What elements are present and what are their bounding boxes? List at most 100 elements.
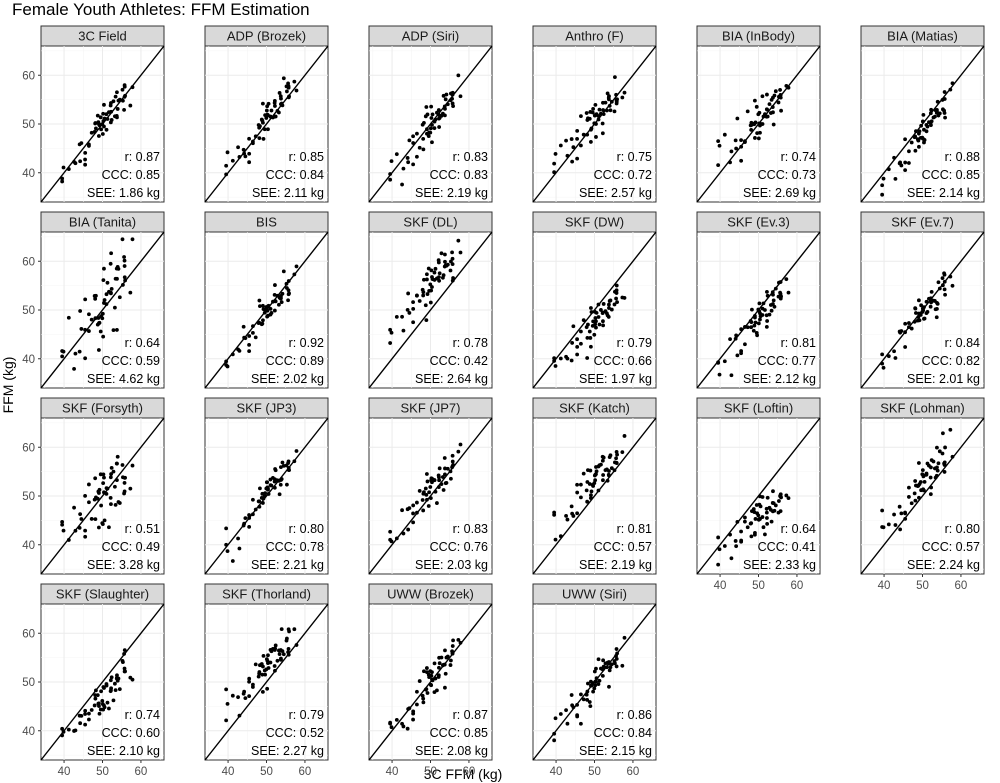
- data-point: [893, 356, 898, 360]
- data-point: [115, 454, 120, 459]
- data-point: [425, 497, 429, 502]
- data-point: [739, 349, 744, 353]
- data-point: [914, 129, 918, 134]
- data-point: [761, 301, 766, 306]
- stat-r: r: 0.83: [453, 150, 488, 164]
- facet-strip-label: 3C Field: [78, 29, 126, 44]
- data-point: [924, 311, 929, 316]
- data-point: [101, 481, 106, 485]
- data-point: [262, 668, 267, 673]
- data-point: [899, 511, 904, 516]
- data-point: [771, 302, 775, 306]
- data-point: [242, 689, 247, 694]
- data-point: [87, 329, 91, 333]
- data-point: [552, 356, 557, 360]
- data-point: [437, 116, 441, 121]
- data-point: [426, 266, 431, 271]
- data-point: [79, 327, 84, 331]
- data-point: [942, 90, 947, 94]
- data-point: [389, 159, 394, 164]
- facet-panel: SKF (Lohman) r: 0.80 CCC: 0.57 SEE: 2.24 kg…: [860, 397, 985, 592]
- stat-r: r: 0.84: [945, 336, 980, 350]
- data-point: [620, 450, 625, 455]
- data-point: [450, 256, 455, 261]
- data-point: [758, 504, 763, 509]
- data-point: [765, 289, 769, 294]
- data-point: [443, 648, 447, 653]
- stat-r: r: 0.87: [125, 150, 160, 164]
- data-point: [111, 469, 116, 474]
- data-point: [83, 297, 88, 302]
- data-point: [115, 90, 119, 95]
- data-point: [620, 663, 625, 668]
- stat-see: SEE: 2.64 kg: [415, 372, 488, 386]
- x-tick-label: 40: [550, 766, 563, 778]
- data-point: [575, 156, 580, 161]
- data-point: [942, 279, 947, 284]
- data-point: [96, 316, 101, 320]
- facet-strip-label: ADP (Brozek): [227, 29, 306, 44]
- data-point: [929, 289, 934, 294]
- data-point: [614, 92, 618, 97]
- data-point: [122, 669, 127, 674]
- data-point: [449, 658, 453, 663]
- data-point: [575, 136, 579, 141]
- stat-r: r: 0.74: [125, 708, 160, 722]
- data-point: [450, 262, 455, 267]
- stat-ccc: CCC: 0.82: [922, 354, 980, 368]
- data-point: [778, 95, 783, 100]
- data-point: [268, 477, 273, 482]
- data-point: [247, 342, 251, 347]
- data-point: [600, 454, 605, 459]
- data-point: [105, 700, 110, 705]
- facet-panel: SKF (Thorland) r: 0.79 CCC: 0.52 SEE: 2.27 …: [204, 583, 329, 778]
- data-point: [257, 671, 262, 676]
- data-point: [450, 465, 454, 470]
- data-point: [272, 308, 277, 313]
- y-tick-label: 50: [22, 491, 35, 503]
- data-point: [773, 89, 778, 94]
- stat-see: SEE: 2.19 kg: [579, 558, 652, 572]
- data-point: [113, 94, 118, 99]
- data-point: [60, 179, 65, 184]
- data-point: [590, 323, 595, 328]
- data-point: [450, 453, 455, 458]
- data-point: [936, 461, 941, 466]
- data-point: [753, 530, 757, 535]
- data-point: [880, 352, 885, 357]
- data-point: [111, 328, 116, 333]
- data-point: [100, 316, 105, 321]
- data-point: [440, 475, 445, 479]
- data-point: [264, 108, 269, 113]
- data-point: [903, 330, 907, 335]
- data-point: [411, 134, 415, 139]
- data-point: [426, 504, 431, 508]
- data-point: [87, 717, 91, 722]
- data-point: [263, 672, 268, 677]
- data-point: [622, 90, 627, 95]
- identity-line: [204, 603, 329, 761]
- data-point: [285, 89, 289, 94]
- stat-see: SEE: 2.11 kg: [252, 186, 324, 200]
- data-point: [280, 291, 285, 296]
- data-point: [415, 131, 419, 136]
- data-point: [97, 491, 101, 495]
- facet-panel: 3C Field r: 0.87 CCC: 0.85 SEE: 1.86 kg 40 50…: [22, 25, 165, 203]
- data-point: [422, 277, 426, 282]
- data-point: [104, 127, 109, 132]
- data-point: [586, 681, 590, 686]
- data-point: [122, 652, 126, 656]
- facet-panel: BIS r: 0.92 CCC: 0.89 SEE: 2.02 kg: [204, 211, 329, 389]
- data-point: [230, 559, 235, 563]
- data-point: [95, 496, 100, 501]
- data-point: [261, 653, 266, 658]
- data-point: [277, 652, 282, 656]
- data-point: [407, 311, 412, 315]
- data-point: [716, 139, 721, 144]
- data-point: [913, 479, 918, 483]
- data-point: [935, 465, 939, 470]
- data-point: [428, 485, 433, 489]
- data-point: [922, 316, 926, 321]
- data-point: [728, 160, 732, 165]
- facet-panel: SKF (Katch) r: 0.81 CCC: 0.57 SEE: 2.19 kg: [532, 397, 657, 575]
